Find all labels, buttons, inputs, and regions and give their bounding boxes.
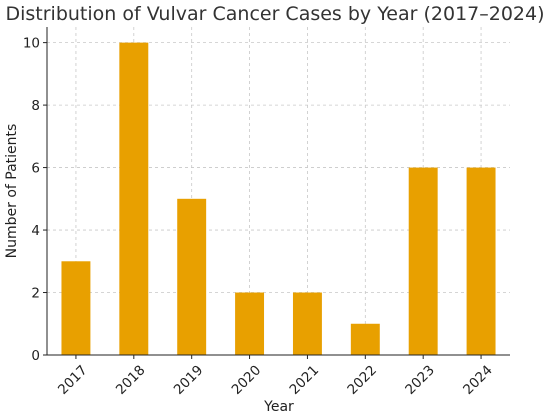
bars xyxy=(61,42,496,355)
x-tick-label: 2022 xyxy=(344,362,380,398)
x-tick-label: 2017 xyxy=(55,362,91,398)
bar-2019 xyxy=(177,198,207,355)
y-tick-label: 6 xyxy=(31,161,40,177)
x-axis-label: Year xyxy=(263,399,294,415)
x-axis-ticks: 2017 2018 2019 2020 2021 2022 2023 2024 xyxy=(55,355,496,398)
bar-2022 xyxy=(350,323,380,355)
x-tick-label: 2020 xyxy=(229,362,265,398)
y-tick-label: 2 xyxy=(31,286,40,302)
axes xyxy=(46,27,510,356)
bar-2024 xyxy=(466,167,496,355)
x-tick-label: 2019 xyxy=(171,362,207,398)
x-tick-label: 2023 xyxy=(402,362,438,398)
x-tick-label: 2021 xyxy=(286,362,322,398)
grid-lines xyxy=(47,27,510,356)
x-tick-label: 2018 xyxy=(113,362,149,398)
bar-2017 xyxy=(61,261,91,355)
y-tick-label: 10 xyxy=(23,36,40,52)
y-tick-label: 4 xyxy=(31,223,40,239)
bar-2020 xyxy=(235,292,265,355)
y-axis-label: Number of Patients xyxy=(4,124,20,259)
bar-2021 xyxy=(292,292,322,355)
chart-title: Distribution of Vulvar Cancer Cases by Y… xyxy=(5,3,544,25)
bar-2018 xyxy=(119,42,149,355)
y-axis-ticks: 0 2 4 6 8 10 xyxy=(23,36,47,364)
y-tick-label: 8 xyxy=(31,98,40,114)
bar-2023 xyxy=(408,167,438,355)
x-tick-label: 2024 xyxy=(460,362,496,398)
y-tick-label: 0 xyxy=(31,348,40,364)
